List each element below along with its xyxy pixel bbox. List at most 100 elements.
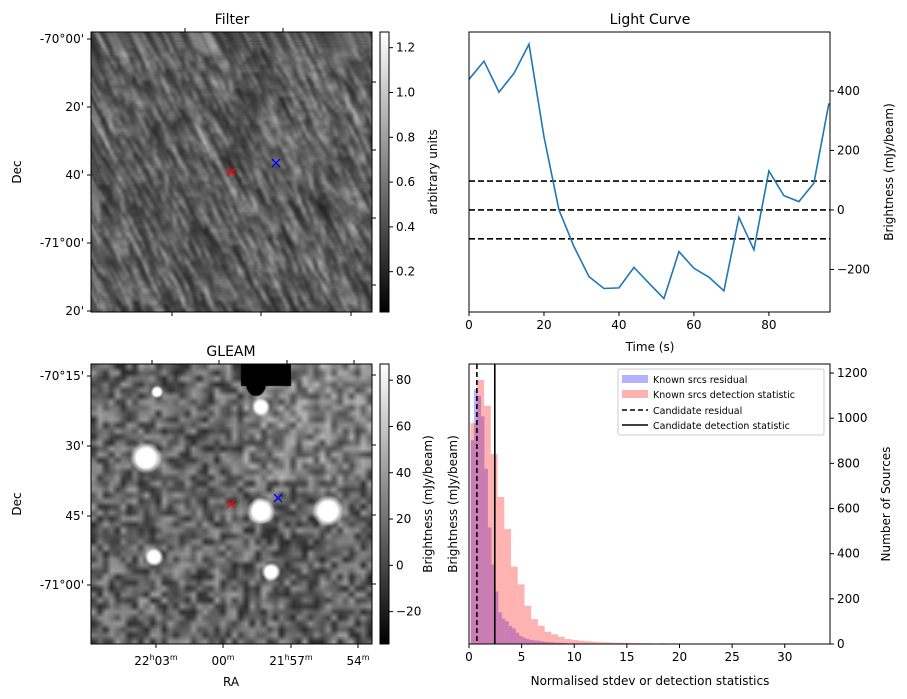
histogram-xtick-label: 25 <box>724 650 739 664</box>
histogram-plot <box>470 364 815 644</box>
residual-hist-bar <box>515 632 520 644</box>
gleam-ytick-label: 45' <box>65 509 84 523</box>
histogram-ytick-label: 1200 <box>837 366 868 380</box>
lightcurve-panel: Light Curve 0 20 40 60 80 −200 0 200 400 Time (s… <box>465 12 896 354</box>
colorbar-tick-label: 40 <box>396 466 411 480</box>
residual-hist-bar <box>491 564 495 644</box>
residual-hist-bar <box>501 618 506 644</box>
detection-hist-bar <box>517 584 525 644</box>
detection-hist-bar <box>510 566 518 644</box>
lightcurve-ytick-label: 200 <box>837 143 860 157</box>
residual-hist-bar <box>557 642 561 644</box>
histogram-xtick-label: 0 <box>465 650 473 664</box>
lightcurve-axes-frame <box>468 31 831 313</box>
detection-hist-bar <box>477 380 485 644</box>
legend-label-candidate-detection: Candidate detection statistic <box>653 421 790 432</box>
gleam-colorbar-label: Brightness (mJy/beam) <box>421 435 435 573</box>
gleam-ytick-label: -71°00' <box>40 578 84 592</box>
detection-hist-bar <box>484 405 491 644</box>
legend-swatch-detection <box>622 390 648 398</box>
histogram-ticks: 0 5 10 15 20 25 30 0 200 400 600 800 1000 1200 <box>465 366 867 664</box>
filter-ytick-label: 20' <box>65 304 84 318</box>
legend-label-detection: Known srcs detection statistic <box>653 390 795 401</box>
legend-label-residual: Known srcs residual <box>653 375 747 386</box>
gleam-xtick-part: m <box>227 653 235 662</box>
residual-hist-bar <box>505 621 509 644</box>
detection-hist-bar <box>571 639 579 644</box>
histogram-xtick-label: 15 <box>619 650 634 664</box>
detection-hist-bar <box>585 641 592 644</box>
detection-hist-bar <box>598 642 606 644</box>
residual-hist-bar <box>474 389 478 644</box>
gleam-xtick-part: 00 <box>211 654 226 668</box>
gleam-markers <box>226 493 283 509</box>
residual-hist-bar <box>533 640 537 644</box>
filter-ytick-label: 40' <box>65 168 84 182</box>
gleam-yticks: -70°15' 30' 45' -71°00' <box>40 369 376 592</box>
gleam-xtick-part: m <box>170 653 178 662</box>
residual-hist-bar <box>484 468 488 644</box>
colorbar-tick-label: 1.0 <box>396 85 415 99</box>
lightcurve-xtick-label: 0 <box>465 318 473 332</box>
lightcurve-xtick-label: 80 <box>761 318 776 332</box>
gleam-xtick-part: m <box>305 653 313 662</box>
detection-hist-bar <box>612 642 619 644</box>
histogram-xtick-label: 5 <box>518 650 526 664</box>
gleam-xtick-label: 22h03m <box>134 653 178 668</box>
lightcurve-ytick-label: 0 <box>837 203 845 217</box>
blue-x-marker <box>271 158 281 168</box>
gleam-xtick-part: 03 <box>155 654 170 668</box>
filter-colorbar <box>379 31 390 313</box>
histogram-panel: 0 5 10 15 20 25 30 0 200 400 600 800 1000 1200 Normal… <box>446 363 893 688</box>
filter-ytick-label: 20' <box>65 100 84 114</box>
filter-markers <box>226 158 281 177</box>
gleam-ylabel: Dec <box>10 492 24 515</box>
residual-hist-bar <box>540 641 544 644</box>
histogram-xlabel: Normalised stdev or detection statistics <box>531 674 770 688</box>
colorbar-tick-label: 60 <box>396 419 411 433</box>
detection-hist-bar <box>531 619 538 644</box>
colorbar-tick-label: 0.2 <box>396 265 415 279</box>
filter-axes-frame <box>90 31 373 313</box>
colorbar-tick-label: 1.2 <box>396 41 415 55</box>
residual-hist-bar <box>546 642 551 644</box>
gleam-xtick-label: 00m <box>211 653 234 668</box>
detection-hist-bar <box>497 497 505 644</box>
gleam-xtick-part: 22 <box>134 654 149 668</box>
histogram-xtick-label: 10 <box>567 650 582 664</box>
gleam-xticks: 22h03m 00m 21h57m 54m <box>134 360 370 668</box>
residual-hist-bar <box>553 642 558 644</box>
residual-hist-bar <box>519 636 523 644</box>
legend-box <box>617 368 825 436</box>
histogram-ytick-label: 800 <box>837 456 860 470</box>
colorbar-tick-label: 80 <box>396 373 411 387</box>
residual-hist-bar <box>550 642 554 644</box>
colorbar-tick-label: 0 <box>396 558 404 572</box>
gleam-xtick-part: h <box>285 653 290 662</box>
residual-hist-bar <box>508 625 513 644</box>
lightcurve-ylabel-right: Brightness (mJy/beam) <box>882 103 896 241</box>
gleam-xtick-label: 54m <box>346 653 369 668</box>
detection-hist-bar <box>524 605 532 644</box>
residual-hist-bar <box>526 639 530 644</box>
detection-hist-bar <box>578 640 586 644</box>
filter-panel: Filter Dec -70°00'20'40'-71°00'20' 0.20.… <box>10 12 440 318</box>
filter-colorbar-label: arbitrary units <box>426 129 440 215</box>
residual-hist-bar <box>480 416 485 644</box>
histogram-ytick-label: 400 <box>837 547 860 561</box>
legend-swatch-residual <box>622 375 648 383</box>
lightcurve-xlabel: Time (s) <box>625 340 675 354</box>
filter-ytick-label: -71°00' <box>40 236 84 250</box>
residual-hist-bar <box>477 395 481 644</box>
gleam-colorbar-ticks: −20 0 20 40 60 80 <box>389 373 421 619</box>
lightcurve-ytick-label: −200 <box>837 262 870 276</box>
filter-yticks: -70°00' 20' 40' -71°00' 20' <box>40 28 376 318</box>
colorbar-tick-label: 20 <box>396 512 411 526</box>
histogram-ylabel-right: Number of Sources <box>879 447 893 562</box>
residual-hist-bar <box>470 440 475 644</box>
residual-hist-bar <box>487 527 492 644</box>
detection-hist-bar <box>625 642 633 644</box>
histogram-ytick-label: 600 <box>837 502 860 516</box>
